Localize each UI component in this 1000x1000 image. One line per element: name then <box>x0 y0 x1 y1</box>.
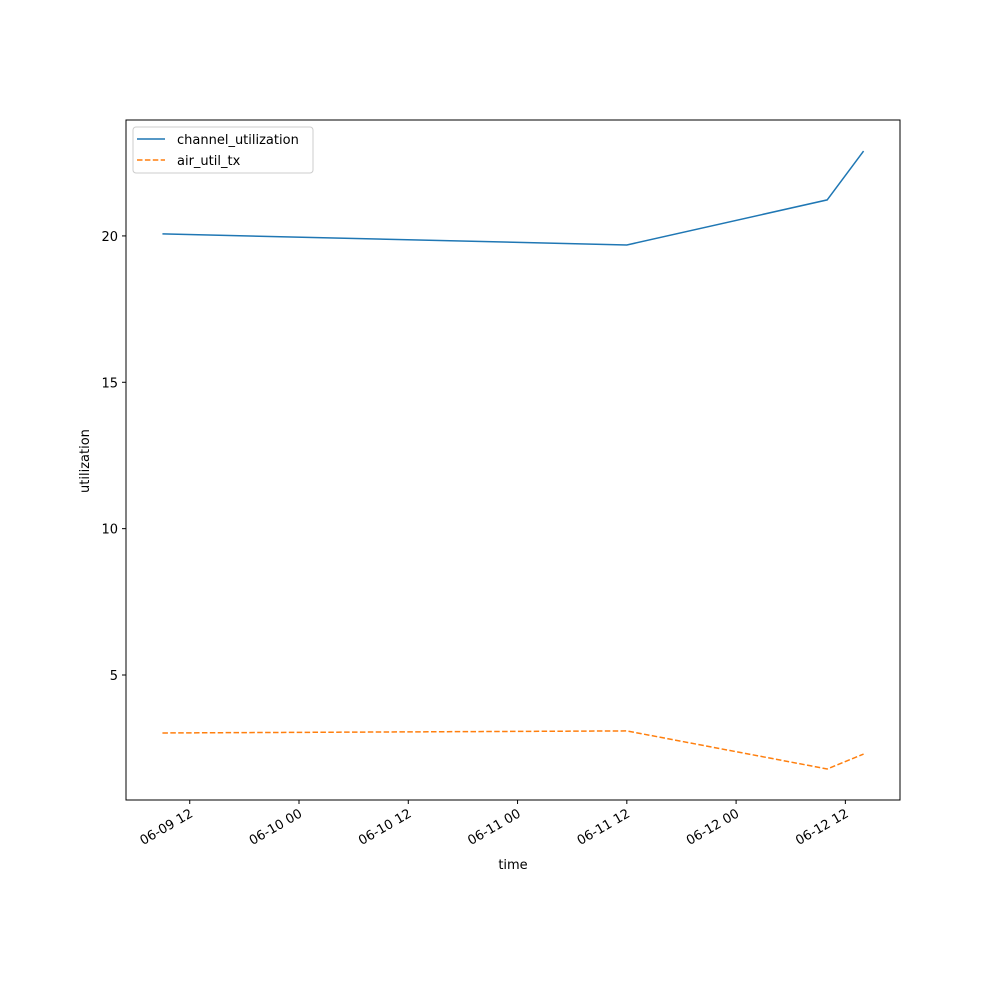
legend-label: channel_utilization <box>177 133 299 148</box>
y-tick-label: 20 <box>101 230 118 245</box>
legend-box <box>132 126 314 174</box>
x-axis-label: time <box>498 858 527 873</box>
y-tick-label: 15 <box>101 376 118 391</box>
y-tick-label: 10 <box>101 523 118 538</box>
series-line <box>162 730 864 770</box>
series-line <box>162 150 865 246</box>
axes-frame <box>125 119 901 801</box>
y-tick-label: 5 <box>110 669 118 684</box>
legend-label: air_util_tx <box>177 154 241 169</box>
y-axis-label: utilization <box>78 429 93 493</box>
